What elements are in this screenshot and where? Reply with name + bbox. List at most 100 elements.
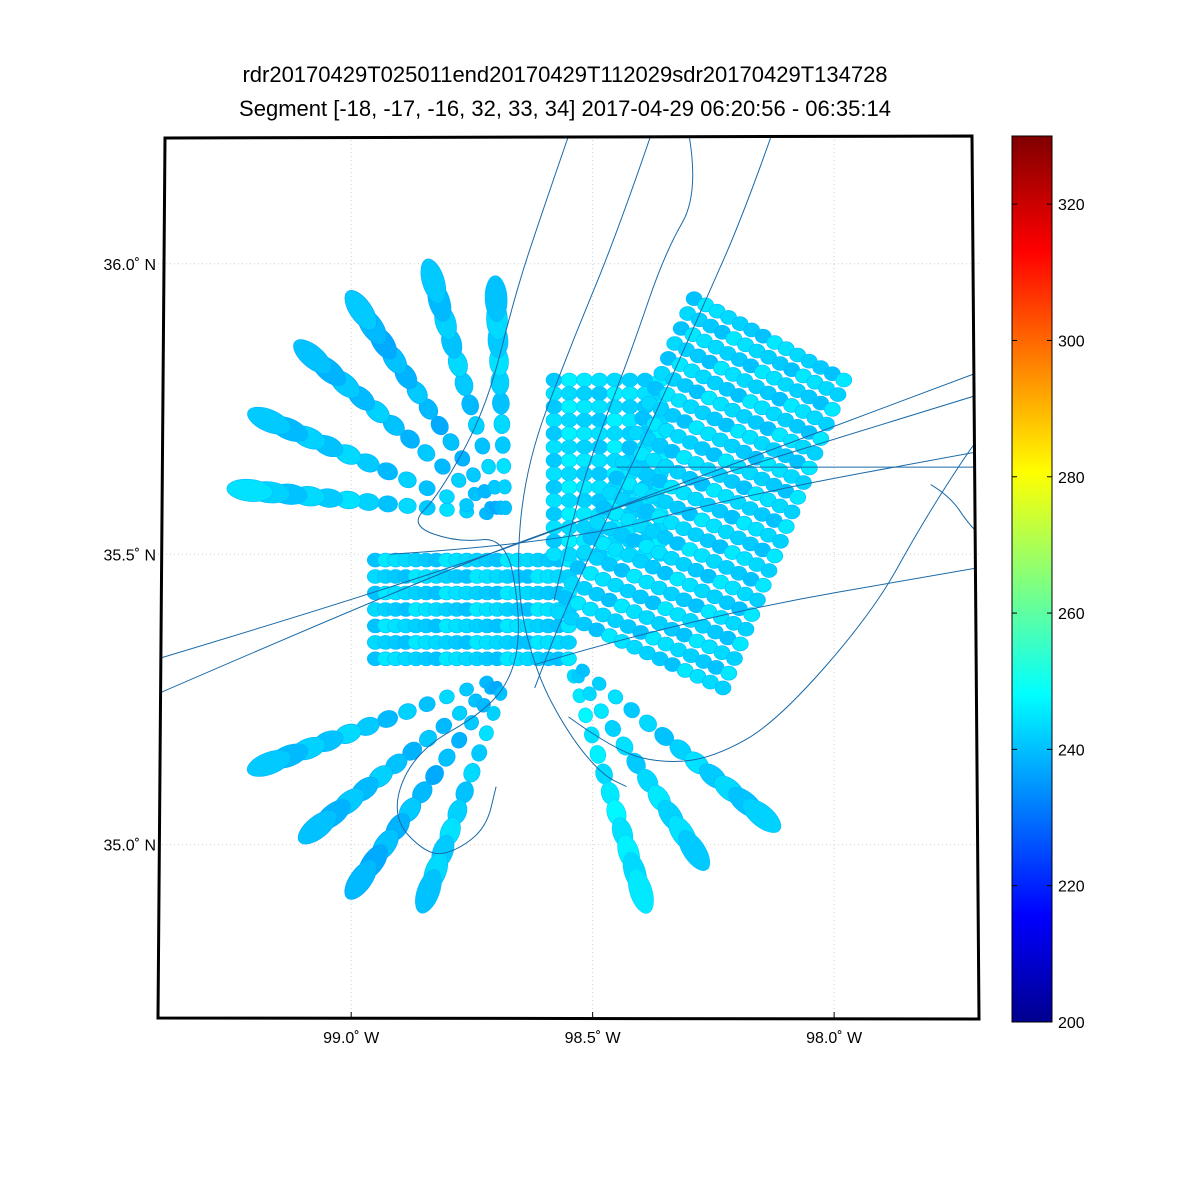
- footprint-point: [418, 696, 436, 713]
- footprint-point: [344, 290, 377, 331]
- flight-track: [389, 449, 979, 555]
- footprint-point: [835, 372, 853, 388]
- footprint-point: [545, 466, 563, 482]
- y-tick-label: 35.5˚ N: [104, 547, 156, 564]
- y-tick-label: 35.0˚ N: [104, 838, 156, 855]
- footprint-point: [459, 498, 474, 512]
- colorbar-tick-label: 320: [1058, 197, 1085, 214]
- footprint-point: [726, 651, 743, 666]
- footprint-point: [606, 399, 624, 415]
- footprint-point: [591, 386, 608, 401]
- map-data: [158, 136, 979, 914]
- chart-title: rdr20170429T025011end20170429T112029sdr2…: [242, 62, 888, 87]
- flight-track: [518, 136, 652, 788]
- footprint-point: [545, 493, 563, 508]
- map-grid: [158, 136, 979, 1019]
- flight-track: [158, 367, 979, 660]
- footprint-point: [439, 489, 455, 504]
- footprint-point: [737, 621, 755, 637]
- footprint-point: [471, 744, 488, 762]
- footprint-point: [499, 500, 513, 516]
- footprint-point: [606, 426, 624, 441]
- footprint-point: [545, 533, 563, 549]
- footprint-point: [344, 859, 378, 900]
- footprint-point: [576, 386, 593, 401]
- footprint-point: [466, 467, 481, 483]
- footprint-point: [576, 426, 593, 441]
- footprint-point: [576, 479, 593, 495]
- colorbar-ticks: 200 220 240 260 280 300 320: [1012, 197, 1085, 1032]
- footprint-point: [560, 426, 578, 441]
- footprint-point: [743, 607, 761, 622]
- footprint-point: [714, 680, 732, 696]
- footprint-point: [560, 479, 578, 495]
- footprint-point: [246, 750, 292, 777]
- footprint-point: [621, 399, 639, 415]
- footprint-point: [451, 731, 468, 749]
- footprint-point: [442, 433, 460, 451]
- flight-track: [553, 136, 694, 601]
- footprint-point: [484, 275, 508, 322]
- footprint-point: [545, 399, 563, 415]
- footprint-point: [560, 635, 577, 650]
- footprint-point: [607, 689, 624, 705]
- footprint-point: [398, 471, 417, 489]
- footprint-point: [593, 703, 609, 719]
- footprint-point: [777, 519, 795, 534]
- colorbar-tick-label: 280: [1058, 470, 1085, 487]
- footprint-point: [795, 475, 812, 490]
- footprint-point: [621, 372, 639, 388]
- map-frame: [156, 134, 981, 1021]
- footprint-point: [604, 720, 621, 737]
- footprint-point: [398, 497, 417, 514]
- flight-track: [158, 391, 979, 695]
- footprint-point: [560, 651, 577, 667]
- footprint-point: [576, 663, 590, 678]
- footprint-point: [576, 372, 593, 388]
- footprint-point: [545, 426, 563, 441]
- footprint-point: [545, 546, 563, 562]
- footprint-point: [772, 533, 789, 549]
- x-tick-label: 98.0˚ W: [806, 1030, 863, 1047]
- colorbar-gradient: [1011, 135, 1053, 1023]
- footprint-point: [417, 444, 436, 462]
- footprint-point: [461, 394, 479, 416]
- colorbar-tick-label: 260: [1058, 606, 1085, 623]
- footprint-point: [591, 372, 608, 388]
- footprint-point: [623, 702, 640, 719]
- footprint-point: [823, 401, 841, 417]
- chart-subtitle: Segment [-18, -17, -16, 32, 33, 34] 2017…: [239, 96, 891, 121]
- footprint-point: [606, 412, 624, 428]
- footprint-point: [789, 489, 807, 505]
- flight-track: [534, 565, 979, 666]
- footprint-point: [766, 548, 784, 564]
- footprint-point: [545, 412, 563, 428]
- footprint-point: [578, 707, 593, 724]
- footprint-point: [560, 453, 578, 468]
- colorbar-tick-label: 200: [1058, 1015, 1085, 1032]
- footprint-point: [621, 386, 639, 401]
- footprint-point: [742, 798, 782, 833]
- footprint-point: [420, 258, 447, 304]
- footprint-point: [829, 387, 847, 402]
- footprint-point: [576, 439, 593, 455]
- flight-track: [534, 136, 772, 689]
- footprint-point: [560, 466, 578, 482]
- footprint-point: [496, 458, 512, 474]
- footprint-point: [731, 636, 749, 652]
- footprint-point: [434, 458, 451, 475]
- footprint-point: [800, 460, 818, 476]
- x-tick-label: 98.5˚ W: [565, 1030, 622, 1047]
- footprint-point: [452, 705, 468, 721]
- colorbar-tick-label: 240: [1058, 742, 1085, 759]
- footprint-point: [293, 339, 332, 375]
- footprint-point: [479, 725, 494, 742]
- footprint-point: [486, 705, 501, 721]
- footprint-point: [545, 453, 563, 468]
- footprint-point: [438, 748, 456, 767]
- footprint-point: [560, 493, 578, 508]
- footprint-point: [783, 504, 801, 520]
- footprint-point: [493, 414, 511, 434]
- footprint-point: [451, 472, 467, 488]
